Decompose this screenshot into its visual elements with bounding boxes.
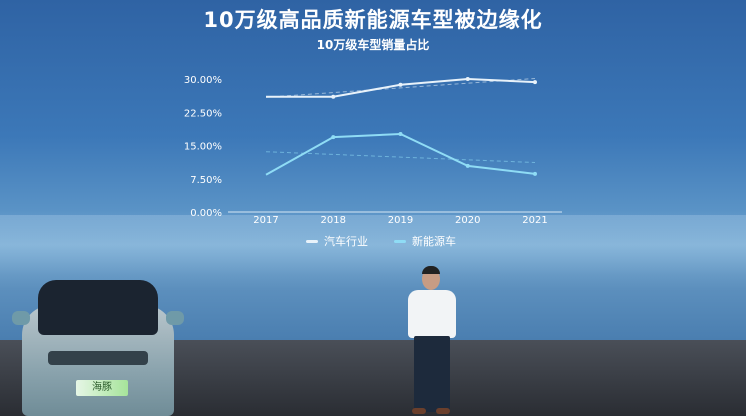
legend-label: 汽车行业	[324, 235, 368, 248]
license-plate: 海豚	[76, 380, 128, 396]
data-point	[398, 131, 403, 136]
data-point	[331, 135, 336, 140]
series-line-1	[265, 132, 536, 176]
presenter-shoe	[436, 408, 450, 414]
chart-title: 10万级车型销量占比	[316, 38, 430, 52]
y-tick-label: 15.00%	[184, 142, 222, 153]
legend-item-industry: 汽车行业	[306, 233, 368, 249]
data-point	[533, 171, 537, 176]
x-tick-label: 2019	[388, 215, 413, 226]
car-windshield	[38, 280, 158, 335]
car-grille	[48, 351, 148, 365]
car-mirror	[12, 311, 30, 325]
legend-swatch	[394, 239, 406, 243]
presenter-pants	[414, 336, 450, 412]
presenter	[406, 266, 458, 416]
legend-item-nev: 新能源车	[394, 233, 456, 249]
x-tick-label: 2020	[455, 215, 480, 226]
car-dolphin: 海豚	[12, 275, 184, 416]
data-point	[465, 163, 470, 168]
trendline-0	[265, 77, 536, 98]
y-tick-label: 30.00%	[184, 75, 222, 86]
presenter-shoe	[412, 408, 426, 414]
legend-swatch	[306, 239, 318, 243]
y-tick-label: 7.50%	[190, 175, 222, 186]
x-tick-label: 2018	[321, 215, 346, 226]
x-tick-label: 2017	[253, 215, 278, 226]
x-tick-label: 2021	[522, 215, 547, 226]
data-point	[331, 94, 336, 99]
slide-title: 10万级高品质新能源车型被边缘化	[203, 8, 543, 32]
car-mirror	[166, 311, 184, 325]
data-point	[465, 77, 470, 81]
data-point	[398, 82, 403, 87]
legend-label: 新能源车	[412, 235, 456, 248]
y-tick-label: 0.00%	[190, 208, 222, 219]
presenter-shirt	[408, 290, 456, 338]
trendline-1	[265, 151, 536, 164]
chart-legend: 汽车行业 新能源车	[306, 233, 456, 249]
data-point	[533, 80, 537, 85]
presenter-hair	[422, 266, 440, 274]
y-tick-label: 22.50%	[184, 108, 222, 119]
line-chart: 0.00% 7.50% 15.00% 22.50% 30.00% 2017 2018 201…	[184, 75, 562, 226]
